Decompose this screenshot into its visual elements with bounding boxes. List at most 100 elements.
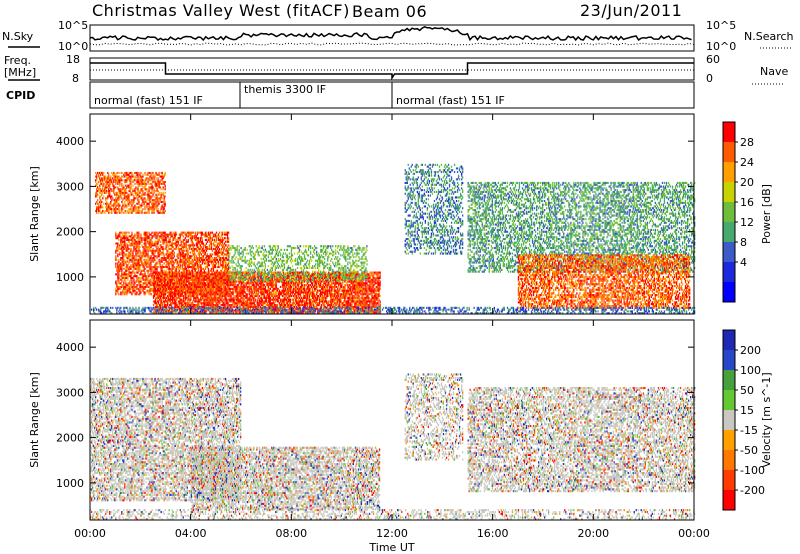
heatmap-cell	[194, 252, 195, 254]
heatmap-cell	[115, 174, 116, 176]
heatmap-cell	[136, 248, 137, 250]
heatmap-cell	[132, 188, 133, 190]
heatmap-cell	[248, 308, 249, 310]
heatmap-cell	[193, 243, 194, 245]
heatmap-cell	[173, 261, 174, 263]
heatmap-cell	[141, 241, 142, 243]
heatmap-cell	[194, 250, 195, 252]
heatmap-cell	[212, 306, 213, 308]
heatmap-cell	[165, 195, 166, 197]
heatmap-cell	[117, 177, 118, 179]
heatmap-cell	[167, 252, 168, 254]
heatmap-cell	[124, 197, 125, 199]
heatmap-cell	[218, 279, 219, 281]
heatmap-cell	[127, 277, 128, 279]
heatmap-cell	[249, 290, 250, 292]
heatmap-cell	[96, 210, 97, 212]
heatmap-cell	[216, 295, 217, 297]
heatmap-cell	[120, 195, 121, 197]
heatmap-cell	[222, 253, 223, 255]
heatmap-cell	[189, 281, 190, 283]
heatmap-cell	[222, 234, 223, 236]
heatmap-cell	[170, 237, 171, 239]
heatmap-cell	[213, 288, 214, 290]
heatmap-cell	[129, 255, 130, 257]
heatmap-cell	[153, 273, 154, 275]
heatmap-cell	[131, 261, 132, 263]
heatmap-cell	[121, 201, 122, 203]
heatmap-cell	[184, 286, 185, 288]
heatmap-cell	[211, 288, 212, 290]
heatmap-cell	[121, 172, 122, 174]
heatmap-cell	[145, 286, 146, 288]
heatmap-cell	[162, 270, 163, 272]
heatmap-cell	[159, 183, 160, 185]
heatmap-cell	[165, 205, 166, 207]
heatmap-cell	[120, 282, 121, 284]
heatmap-cell	[129, 282, 130, 284]
heatmap-cell	[159, 203, 160, 205]
heatmap-cell	[206, 310, 207, 312]
heatmap-cell	[228, 270, 229, 272]
heatmap-cell	[115, 257, 116, 259]
heatmap-cell	[147, 192, 148, 194]
heatmap-cell	[218, 261, 219, 263]
heatmap-cell	[134, 288, 135, 290]
heatmap-cell	[96, 188, 97, 190]
heatmap-cell	[211, 241, 212, 243]
heatmap-cell	[141, 203, 142, 205]
heatmap-cell	[166, 306, 167, 308]
heatmap-cell	[146, 291, 147, 293]
heatmap-cell	[205, 252, 206, 254]
heatmap-cell	[244, 284, 245, 286]
heatmap-cell	[143, 203, 144, 205]
heatmap-cell	[166, 270, 167, 272]
heatmap-cell	[177, 239, 178, 241]
heatmap-cell	[150, 293, 151, 295]
heatmap-cell	[206, 250, 207, 252]
heatmap-cell	[245, 288, 246, 290]
heatmap-cell	[219, 244, 220, 246]
heatmap-cell	[226, 244, 227, 246]
heatmap-cell	[131, 234, 132, 236]
heatmap-cell	[168, 237, 169, 239]
heatmap-cell	[187, 272, 188, 274]
heatmap-cell	[138, 253, 139, 255]
heatmap-cell	[147, 273, 148, 275]
heatmap-cell	[160, 181, 161, 183]
heatmap-cell	[115, 210, 116, 212]
heatmap-cell	[197, 250, 198, 252]
heatmap-cell	[206, 295, 207, 297]
heatmap-cell	[219, 302, 220, 304]
heatmap-cell	[134, 183, 135, 185]
heatmap-cell	[156, 188, 157, 190]
heatmap-cell	[196, 273, 197, 275]
heatmap-cell	[103, 203, 104, 205]
heatmap-cell	[130, 203, 131, 205]
heatmap-cell	[210, 235, 211, 237]
heatmap-cell	[182, 244, 183, 246]
heatmap-cell	[176, 270, 177, 272]
heatmap-cell	[118, 239, 119, 241]
heatmap-cell	[175, 261, 176, 263]
heatmap-cell	[223, 257, 224, 259]
heatmap-cell	[182, 290, 183, 292]
heatmap-cell	[96, 177, 97, 179]
heatmap-cell	[188, 302, 189, 304]
heatmap-cell	[195, 259, 196, 261]
cpid-seg-2: themis 3300 IF	[244, 83, 326, 96]
heatmap-cell	[117, 208, 118, 210]
heatmap-cell	[136, 291, 137, 293]
heatmap-cell	[228, 291, 229, 293]
heatmap-cell	[225, 261, 226, 263]
heatmap-cell	[202, 286, 203, 288]
heatmap-cell	[202, 239, 203, 241]
heatmap-cell	[222, 268, 223, 270]
heatmap-cell	[211, 281, 212, 283]
heatmap-cell	[228, 244, 229, 246]
station-title: Christmas Valley West (fitACF)	[92, 1, 350, 20]
heatmap-cell	[199, 284, 200, 286]
heatmap-cell	[151, 208, 152, 210]
heatmap-cell	[176, 273, 177, 275]
heatmap-cell	[152, 268, 153, 270]
